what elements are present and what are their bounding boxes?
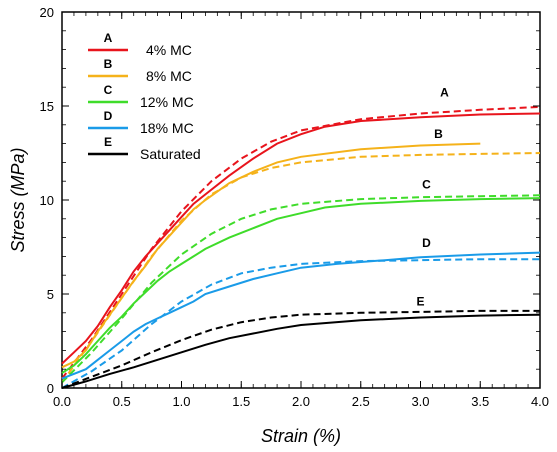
legend-label-a: 4% MC bbox=[146, 42, 192, 58]
legend-letter-a: A bbox=[104, 31, 113, 45]
series-d-model-line bbox=[61, 258, 540, 389]
series-d-measured-line bbox=[61, 251, 541, 380]
legend-letter-e: E bbox=[104, 135, 112, 149]
y-tick-label: 20 bbox=[40, 5, 54, 20]
legend-label-b: 8% MC bbox=[146, 68, 192, 84]
x-tick-label: 4.0 bbox=[531, 394, 549, 409]
curve-labels-group: A B C D E bbox=[416, 86, 449, 309]
tick-labels-group: 0.0 0.5 1.0 1.5 2.0 2.5 3.0 3.5 4.0 0 5 10 15 20 bbox=[40, 5, 550, 409]
x-tick-label: 1.0 bbox=[172, 394, 190, 409]
series-e-measured-line bbox=[61, 313, 541, 389]
curves-group bbox=[61, 105, 541, 389]
series-b-measured-line bbox=[61, 142, 481, 369]
curve-label-d: D bbox=[422, 236, 431, 250]
x-tick-label: 0.0 bbox=[53, 394, 71, 409]
legend-letter-c: C bbox=[104, 83, 113, 97]
x-tick-label: 3.0 bbox=[411, 394, 429, 409]
x-tick-label: 0.5 bbox=[113, 394, 131, 409]
series-e-model-line bbox=[61, 309, 540, 389]
ticks-group bbox=[61, 11, 541, 389]
curve-label-c: C bbox=[422, 178, 431, 192]
series-c-model-line bbox=[61, 194, 541, 384]
legend-label-e: Saturated bbox=[140, 146, 201, 162]
series-c-measured-line bbox=[61, 197, 541, 374]
x-tick-label: 3.5 bbox=[471, 394, 489, 409]
legend-letter-b: B bbox=[104, 57, 113, 71]
x-tick-label: 2.5 bbox=[352, 394, 370, 409]
y-axis-title: Stress (MPa) bbox=[8, 147, 28, 252]
curve-label-a: A bbox=[440, 86, 449, 100]
legend-label-d: 18% MC bbox=[140, 120, 194, 136]
legend-letter-d: D bbox=[104, 109, 113, 123]
series-a-measured-line bbox=[61, 112, 541, 365]
y-tick-label: 15 bbox=[40, 99, 54, 114]
x-tick-label: 2.0 bbox=[292, 394, 310, 409]
y-tick-label: 5 bbox=[47, 287, 54, 302]
legend: A 4% MC B 8% MC C 12% MC D 18% MC E Saturated bbox=[88, 31, 201, 162]
curve-label-e: E bbox=[416, 294, 424, 308]
x-axis-title: Strain (%) bbox=[261, 426, 341, 446]
series-a-model-line bbox=[61, 105, 541, 380]
x-tick-label: 1.5 bbox=[232, 394, 250, 409]
curve-label-b: B bbox=[434, 127, 443, 141]
y-tick-label: 10 bbox=[40, 193, 54, 208]
y-tick-label: 0 bbox=[47, 381, 54, 396]
legend-label-c: 12% MC bbox=[140, 94, 194, 110]
